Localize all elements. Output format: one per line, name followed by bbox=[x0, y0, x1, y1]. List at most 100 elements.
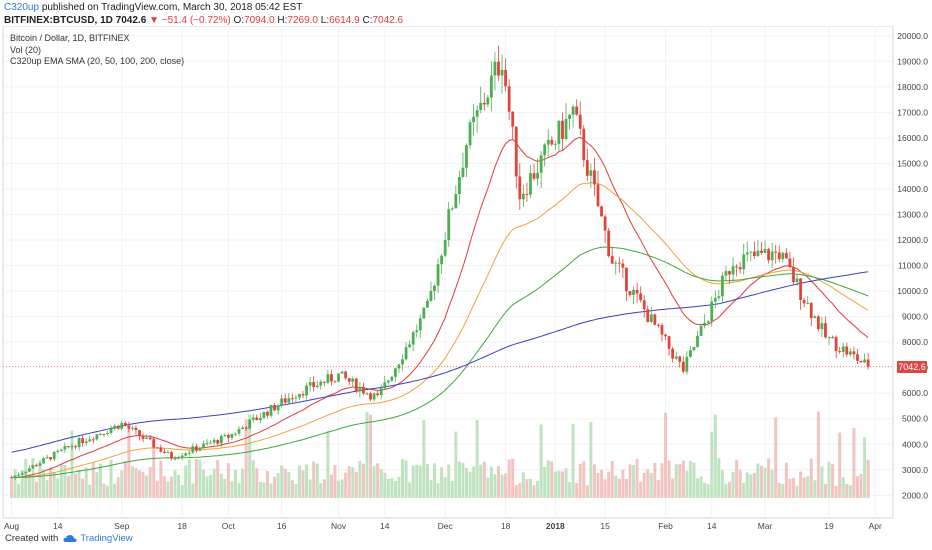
candle-body bbox=[401, 359, 404, 365]
x-tick-label: Nov bbox=[331, 521, 347, 531]
volume-bar bbox=[607, 471, 611, 498]
volume-bar bbox=[138, 470, 142, 498]
volume-bar bbox=[411, 465, 415, 498]
volume-bar bbox=[653, 462, 657, 498]
volume-bar bbox=[219, 473, 223, 498]
volume-bar bbox=[354, 471, 358, 498]
volume-bar bbox=[468, 471, 472, 498]
volume-bar bbox=[831, 464, 835, 498]
candle-body bbox=[749, 251, 753, 253]
volume-bar bbox=[525, 479, 529, 498]
volume-bar bbox=[720, 470, 724, 498]
volume-bar bbox=[287, 471, 291, 498]
candle-body bbox=[308, 382, 312, 386]
ema50-line bbox=[11, 182, 869, 478]
candle-body bbox=[162, 451, 166, 453]
candle-body bbox=[735, 266, 739, 268]
candle-body bbox=[639, 293, 643, 301]
volume-bar bbox=[177, 474, 181, 498]
candle-body bbox=[333, 381, 337, 383]
candle-body bbox=[88, 439, 92, 442]
candle-body bbox=[824, 323, 827, 338]
volume-bar bbox=[784, 462, 788, 498]
x-tick-label: Oct bbox=[222, 521, 236, 531]
candle-body bbox=[532, 173, 536, 179]
y-tick-label: 4000.0 bbox=[902, 439, 928, 449]
candle-body bbox=[330, 374, 333, 382]
candle-body bbox=[298, 394, 301, 398]
candle-body bbox=[322, 381, 326, 383]
candle-body bbox=[536, 172, 539, 179]
volume-bar bbox=[855, 476, 859, 498]
volume-bar bbox=[184, 465, 188, 498]
candle-body bbox=[219, 435, 223, 444]
candle-body bbox=[781, 252, 785, 260]
volume-bar bbox=[699, 476, 703, 498]
volume-bar bbox=[425, 463, 429, 498]
candle-body bbox=[845, 346, 849, 355]
candle-body bbox=[198, 447, 202, 451]
volume-bar bbox=[756, 463, 760, 498]
candle-body bbox=[280, 398, 284, 406]
publish-line: C320up published on TradingView.com, Mar… bbox=[4, 1, 403, 14]
volume-bar bbox=[415, 464, 419, 498]
volume-bar bbox=[294, 484, 298, 498]
candle-body bbox=[653, 314, 657, 325]
candle-body bbox=[742, 254, 746, 270]
volume-bar bbox=[106, 485, 110, 498]
volume-bar bbox=[781, 484, 785, 498]
volume-bar bbox=[120, 470, 124, 498]
volume-bar bbox=[489, 466, 493, 498]
author-link[interactable]: C320up bbox=[4, 2, 40, 13]
volume-bar bbox=[273, 476, 277, 498]
candle-body bbox=[564, 119, 568, 139]
candle-body bbox=[358, 386, 362, 392]
y-tick-label: 3000.0 bbox=[902, 465, 928, 475]
candle-body bbox=[120, 422, 124, 429]
x-tick-label: 14 bbox=[707, 521, 717, 531]
tradingview-link[interactable]: TradingView bbox=[63, 533, 133, 544]
volume-bar bbox=[397, 476, 401, 498]
candle-body bbox=[194, 446, 198, 451]
price-chart[interactable]: 20000.0 19000.0 18000.0 17000.0 16000.0 15000… bbox=[0, 26, 932, 531]
candle-body bbox=[24, 471, 28, 474]
volume-bar bbox=[269, 483, 273, 498]
volume-bar bbox=[358, 460, 362, 498]
y-tick-label: 10000.0 bbox=[897, 286, 928, 296]
volume-bar bbox=[109, 459, 113, 498]
candle-body bbox=[745, 252, 749, 255]
candle-body bbox=[507, 86, 511, 112]
volume-bar bbox=[56, 478, 60, 498]
candle-body bbox=[67, 446, 70, 448]
volume-bar bbox=[674, 464, 678, 498]
volume-bar bbox=[507, 459, 511, 498]
volume-bar bbox=[539, 424, 543, 498]
volume-bar bbox=[369, 414, 373, 498]
x-tick-label: 14 bbox=[53, 521, 63, 531]
candle-body bbox=[593, 170, 596, 185]
volume-bar bbox=[528, 478, 532, 498]
volume-bar bbox=[169, 476, 173, 498]
candle-body bbox=[184, 453, 188, 456]
candle-body bbox=[685, 356, 689, 372]
candle-body bbox=[145, 437, 149, 439]
volume-bar bbox=[585, 485, 589, 498]
volume-bar bbox=[667, 460, 671, 498]
candle-body bbox=[273, 404, 276, 411]
volume-bar bbox=[745, 472, 749, 498]
open-value: 7094.0 bbox=[244, 15, 275, 26]
change-value: ▼ −51.4 (−0.72%) bbox=[149, 15, 231, 26]
volume-bar bbox=[251, 460, 255, 498]
candle-body bbox=[365, 393, 369, 395]
candle-body bbox=[408, 344, 412, 348]
candle-body bbox=[628, 291, 632, 296]
volume-bar bbox=[319, 483, 323, 498]
volume-bar bbox=[13, 469, 17, 498]
candle-body bbox=[529, 173, 532, 195]
candle-body bbox=[486, 97, 490, 105]
candle-body bbox=[816, 316, 820, 330]
low-label: L: bbox=[320, 15, 330, 26]
candle-body bbox=[230, 434, 234, 438]
candle-body bbox=[454, 194, 458, 209]
symbol-label: BITFINEX:BTCUSD, 1D bbox=[4, 15, 113, 26]
